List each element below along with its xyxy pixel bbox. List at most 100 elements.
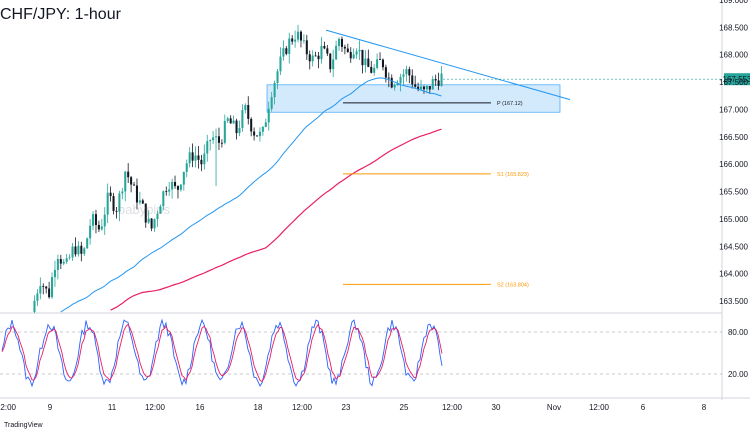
candle-body <box>33 300 36 312</box>
grid-layer <box>0 0 750 400</box>
x-tick-label: 12:00 <box>442 403 463 412</box>
candle-body <box>133 184 136 186</box>
candle-body <box>340 38 343 47</box>
candle-body <box>191 152 194 161</box>
candle-body <box>411 75 414 85</box>
x-tick-label: 25 <box>400 403 409 412</box>
y-tick-label: 167.500 <box>719 78 748 87</box>
candle-body <box>206 141 209 154</box>
y-tick-label: 168.000 <box>719 51 748 60</box>
candle-body <box>405 69 408 75</box>
candle-body <box>247 105 250 119</box>
candle-body <box>256 135 259 137</box>
candle-body <box>343 46 346 49</box>
chart-title: CHF/JPY: 1-hour <box>0 6 121 23</box>
y-tick-label: 165.000 <box>719 215 748 224</box>
candle-body <box>106 192 109 215</box>
current-price-label: 167.553 <box>723 75 750 84</box>
watermark-text: babypips <box>118 202 171 217</box>
candle-body <box>417 86 420 90</box>
candle-body <box>273 82 276 98</box>
candle-body <box>48 288 51 298</box>
candle-body <box>171 181 174 190</box>
candle-body <box>182 171 185 185</box>
candle-body <box>305 40 308 55</box>
candle-body <box>261 126 264 132</box>
candle-body <box>425 85 428 90</box>
candle-body <box>431 78 434 90</box>
candle-body <box>349 51 352 59</box>
candle-body <box>124 171 127 192</box>
candle-body <box>250 118 253 132</box>
candle-body <box>282 48 285 57</box>
tradingview-footer[interactable]: TradingView <box>4 422 43 429</box>
candle-body <box>232 120 235 124</box>
candle-body <box>294 39 297 42</box>
candle-body <box>115 210 118 212</box>
candle-body <box>434 78 437 81</box>
candle-body <box>153 219 156 229</box>
y-tick-label: 166.000 <box>719 160 748 169</box>
candle-body <box>212 137 215 141</box>
candle-body <box>226 118 229 122</box>
candle-body <box>229 118 232 124</box>
candle-body <box>174 181 177 187</box>
candle-body <box>244 105 247 111</box>
candle-body <box>179 184 182 190</box>
ma-layer <box>60 77 442 313</box>
candle-body <box>238 127 241 134</box>
candle-body <box>408 69 411 76</box>
candle-body <box>94 214 97 225</box>
candle-body <box>384 67 387 78</box>
x-tick-label: 23 <box>342 403 351 412</box>
pivot-line-label: P (167.12) <box>497 101 523 107</box>
x-tick-label: 30 <box>492 403 501 412</box>
candle-body <box>77 245 80 255</box>
candle-body <box>393 84 396 88</box>
s2-line-label: S2 (163.804) <box>497 282 529 288</box>
candle-body <box>332 59 335 70</box>
candle-body <box>267 108 270 123</box>
candle-body <box>361 49 364 66</box>
candle-body <box>396 83 399 85</box>
candle-body <box>135 185 138 203</box>
candle-body <box>147 218 150 223</box>
descending-trendline <box>325 29 571 101</box>
candle-body <box>185 163 188 172</box>
candle-body <box>56 259 59 270</box>
candle-body <box>352 54 355 59</box>
candle-body <box>308 54 311 62</box>
y-tick-label: 164.000 <box>719 270 748 279</box>
candle-body <box>220 142 223 144</box>
candle-body <box>437 80 440 86</box>
candle-body <box>194 155 197 161</box>
candle-body <box>42 286 45 287</box>
axis-layer: 169.000 168.500 168.000 167.500 167.000 166.5… <box>0 0 749 412</box>
candle-body <box>320 45 323 60</box>
candle-body <box>168 189 171 192</box>
candle-body <box>387 77 390 79</box>
x-tick-label: 18 <box>254 403 263 412</box>
candle-body <box>39 286 42 294</box>
candle-body <box>288 38 291 54</box>
moving-average-fast <box>60 77 442 313</box>
candle-body <box>200 159 203 165</box>
x-tick-label: 16 <box>196 403 205 412</box>
candle-body <box>422 86 425 90</box>
candle-body <box>74 246 77 255</box>
candle-body <box>97 224 100 230</box>
candle-body <box>162 191 165 207</box>
candle-body <box>165 191 168 193</box>
candle-body <box>36 293 39 301</box>
candle-body <box>53 269 56 278</box>
candle-body <box>45 286 48 289</box>
candle-body <box>188 152 191 164</box>
candle-body <box>285 48 288 54</box>
x-tick-label: 12:00 <box>145 403 166 412</box>
candle-body <box>338 38 341 46</box>
candle-body <box>51 277 54 298</box>
osc-layer: 80.00 20.00 <box>0 318 749 388</box>
candle-body <box>80 245 83 254</box>
candle-body <box>127 171 130 178</box>
